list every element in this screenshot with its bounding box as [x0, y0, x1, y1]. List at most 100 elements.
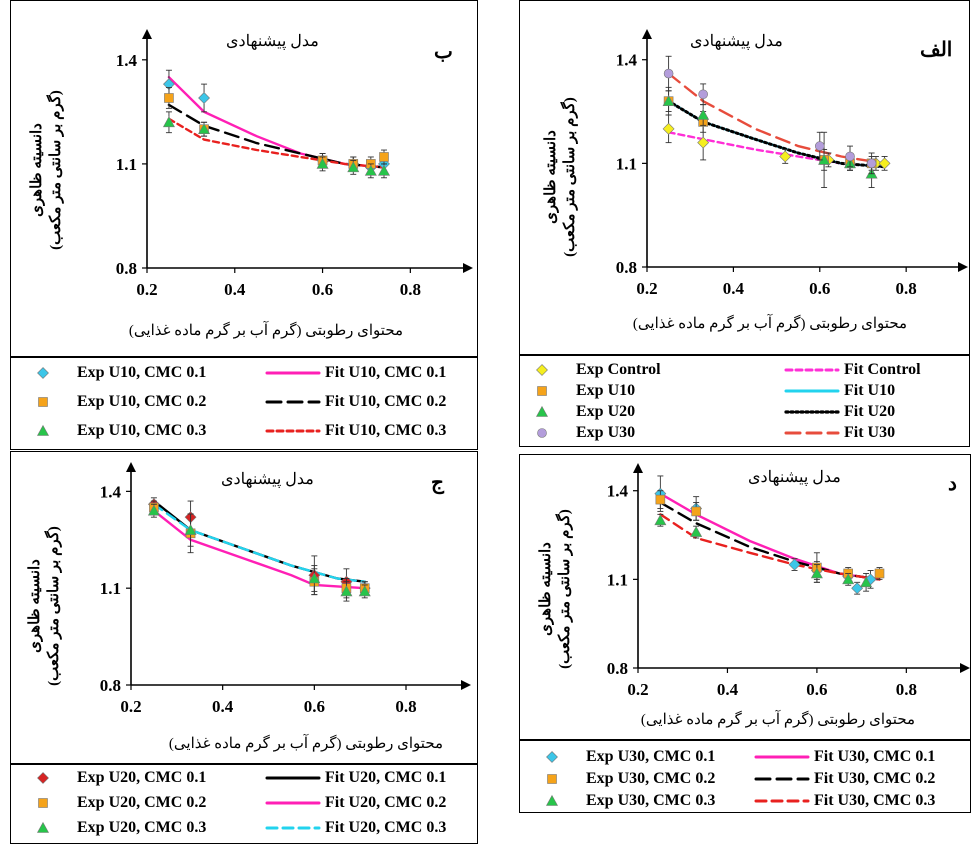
- legend-alef: Exp Control Fit Control Exp U10 Fit U10 Exp …: [519, 355, 970, 447]
- legend-marker: [535, 405, 549, 417]
- legend-line: [754, 755, 810, 759]
- fit-line: [152, 503, 366, 583]
- y-tick-label: 1.4: [100, 482, 122, 501]
- legend-marker-shape: [546, 751, 558, 763]
- y-axis-label-line2: (گرم بر سانتی متر مکعب): [48, 90, 64, 250]
- data-point: [691, 506, 701, 517]
- x-axis-label: محتوای رطوبتی (گرم آب بر گرم ماده غذایی): [632, 316, 908, 332]
- y-axis-label: دانسیته ظاهری (گرم بر سانتی متر مکعب): [27, 90, 65, 250]
- chart-title: مدل پیشنهادی: [226, 33, 319, 50]
- plot-area: 0.2 0.4 0.6 0.8 0.8 1.1 1.4: [100, 462, 471, 716]
- data-point: [198, 92, 210, 104]
- y-axis-label-line1: دانسیته ظاهری: [27, 559, 43, 653]
- legend-be: Exp U10, CMC 0.1 Fit U10, CMC 0.1 Exp U10,…: [10, 357, 478, 450]
- data-point: [810, 567, 823, 579]
- legend-marker: [547, 774, 557, 784]
- x-tick-label: 0.4: [212, 697, 234, 716]
- legend-label: Exp U30, CMC 0.2: [586, 770, 716, 787]
- legend-marker-shape: [37, 367, 49, 379]
- x-axis-arrow: [463, 263, 473, 273]
- legend-label: Fit U20: [844, 403, 896, 420]
- data-point: [814, 141, 825, 151]
- chart-panel-dal: 0.2 0.4 0.6 0.8 0.8 1.1 1.4 مدل پیشنهادی د دان…: [519, 454, 971, 740]
- chart-panel-be: 0.2 0.4 0.6 0.8 0.8 1.1 1.4 مدل پیشنهادی ب دان…: [10, 0, 478, 357]
- legend-marker-shape: [547, 774, 557, 784]
- legend-marker-shape: [536, 364, 548, 376]
- data-point: [663, 68, 674, 79]
- data-point: [779, 150, 792, 163]
- legend-label: Exp U30: [576, 424, 636, 441]
- legend-marker-shape: [36, 424, 50, 436]
- legend-label: Fit U30, CMC 0.2: [814, 770, 936, 787]
- x-tick-label: 0.2: [636, 279, 657, 298]
- x-tick-label: 0.4: [224, 280, 246, 299]
- y-axis-label: دانسیته ظاهری (گرم بر سانتی متر مکعب): [541, 97, 579, 257]
- y-axis-label-line1: دانسیته ظاهری: [543, 130, 559, 224]
- chart-title: مدل پیشنهادی: [221, 471, 314, 488]
- y-tick-label: 1.1: [100, 579, 121, 598]
- x-tick-label: 0.6: [304, 697, 325, 716]
- fit-line: [152, 499, 366, 583]
- legend-marker-shape: [537, 386, 547, 396]
- legend-dal: Exp U30, CMC 0.1 Fit U30, CMC 0.1 Exp U30,…: [519, 740, 971, 813]
- legend-label: Fit U20, CMC 0.1: [325, 769, 447, 786]
- legend-label: Exp U30, CMC 0.3: [586, 792, 716, 809]
- data-point: [878, 157, 891, 170]
- legend-label: Exp U20: [576, 403, 636, 420]
- data-point: [842, 573, 855, 585]
- y-axis-arrow: [642, 29, 652, 39]
- legend-label: Fit U20, CMC 0.3: [325, 819, 447, 836]
- legend-marker: [37, 367, 49, 379]
- panel-letter: ب: [434, 41, 453, 63]
- data-point: [347, 161, 360, 173]
- legend-marker-shape: [37, 772, 49, 784]
- data-point: [845, 151, 855, 162]
- x-axis-arrow: [461, 680, 471, 690]
- data-point: [788, 558, 801, 571]
- y-tick-label: 0.8: [607, 659, 628, 678]
- chart-title: مدل پیشنهادی: [690, 33, 783, 50]
- y-axis-arrow: [633, 463, 643, 473]
- y-axis-label: دانسیته ظاهری (گرم بر سانتی متر مکعب): [536, 509, 574, 669]
- x-tick-label: 0.2: [120, 697, 141, 716]
- y-tick-label: 0.8: [616, 258, 637, 277]
- legend-line: [784, 368, 840, 372]
- x-tick-label: 0.8: [896, 279, 917, 298]
- data-point: [662, 95, 675, 106]
- plot-area: 0.2 0.4 0.6 0.8 0.8 1.1 1.4: [616, 29, 968, 298]
- data-point: [184, 523, 197, 535]
- x-axis-arrow: [960, 663, 970, 673]
- legend-marker: [537, 428, 547, 438]
- data-point: [198, 123, 211, 135]
- panel-letter: ج: [431, 472, 444, 494]
- data-point: [358, 585, 371, 597]
- legend-marker: [38, 798, 48, 808]
- data-point: [697, 136, 710, 149]
- data-point: [308, 572, 321, 584]
- plot-area: 0.2 0.4 0.6 0.8 0.8 1.1 1.4: [116, 29, 473, 299]
- legend-label: Fit U30, CMC 0.3: [814, 792, 936, 809]
- legend-line: [265, 776, 321, 780]
- x-axis-label: محتوای رطوبتی (گرم آب بر گرم ماده غذایی): [128, 323, 404, 339]
- data-point: [364, 164, 377, 176]
- x-tick-label: 0.6: [806, 680, 827, 699]
- legend-label: Fit U10, CMC 0.1: [325, 364, 447, 381]
- data-point: [654, 514, 667, 526]
- x-tick-label: 0.6: [312, 280, 333, 299]
- y-tick-label: 0.8: [100, 676, 121, 695]
- legend-marker: [537, 386, 547, 396]
- legend-marker-shape: [38, 397, 48, 407]
- chart-panel-jim: 0.2 0.4 0.6 0.8 0.8 1.1 1.4 مدل پیشنهادی ج دان…: [10, 451, 478, 764]
- data-point: [851, 582, 864, 595]
- legend-label: Fit U10: [844, 382, 896, 399]
- y-tick-label: 1.1: [116, 155, 137, 174]
- x-tick-label: 0.2: [627, 680, 648, 699]
- y-tick-label: 1.4: [607, 482, 629, 501]
- data-point: [164, 93, 174, 103]
- legend-marker-shape: [38, 798, 48, 808]
- legend-marker: [36, 821, 50, 833]
- data-point: [162, 116, 175, 128]
- chart-panel-alef: 0.2 0.4 0.6 0.8 0.8 1.1 1.4 مدل پیشنهادی الف د…: [519, 0, 970, 355]
- x-axis-arrow: [958, 262, 968, 272]
- data-point: [147, 504, 160, 516]
